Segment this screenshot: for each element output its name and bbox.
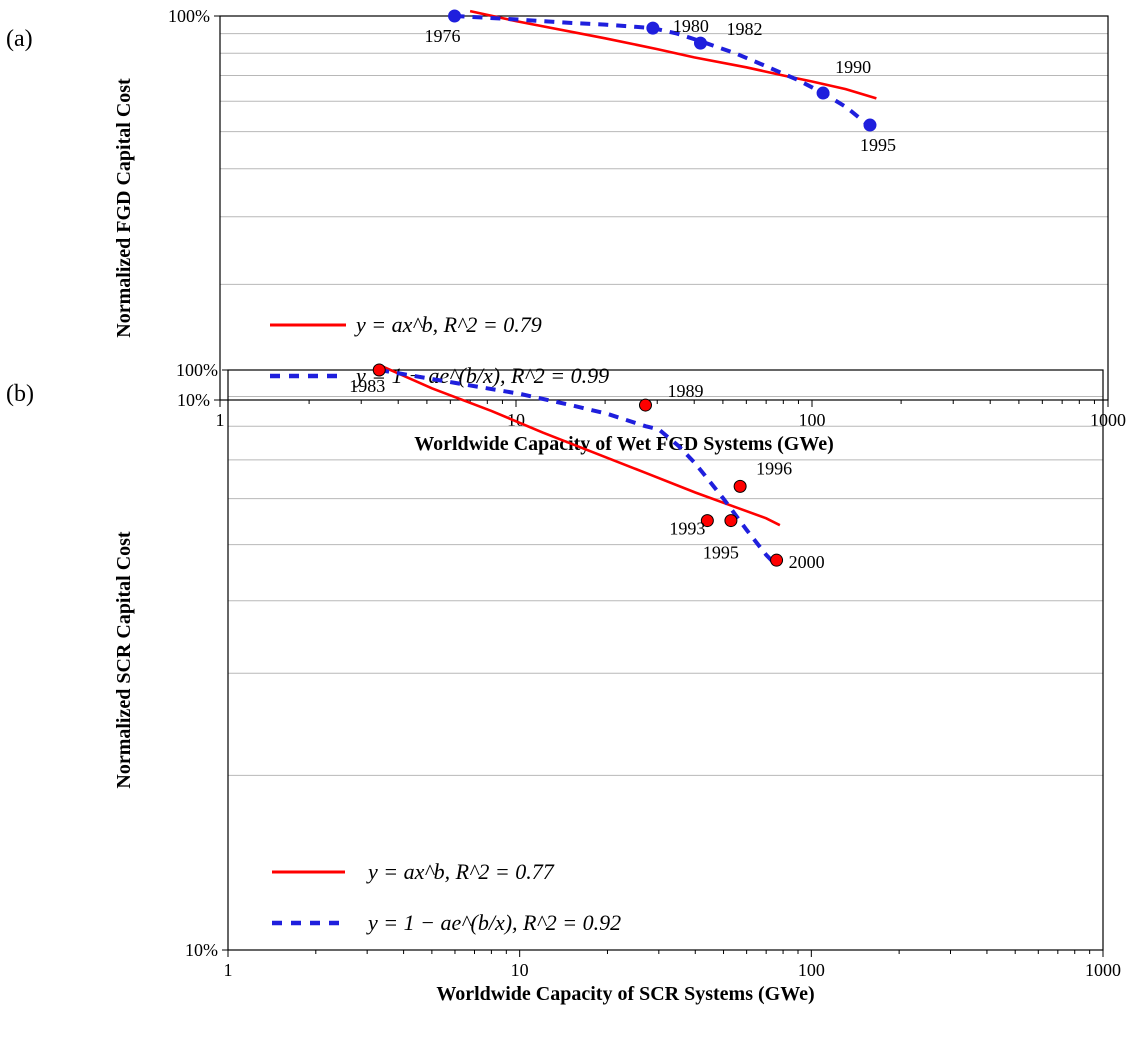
data-point-label: 1976 [425,26,461,46]
y-axis-title: Normalized SCR Capital Cost [113,531,135,789]
data-point [372,363,386,377]
x-tick-label: 100 [798,960,825,980]
exponential-fit-line [378,368,779,567]
legend: y = ax^b, R^2 = 0.77 y = 1 − ae^(b/x), R^… [272,859,621,935]
data-point-label: 1995 [860,135,896,155]
data-point [816,86,830,100]
y-tick-label: 10% [185,940,218,960]
x-tick-label: 100 [799,410,826,430]
data-point-label: 1993 [669,519,705,539]
data-point-label: 1995 [703,543,739,563]
legend: y = ax^b, R^2 = 0.79 y = 1 − ae^(b/x), R^… [270,312,609,388]
x-tick-label: 10 [511,960,529,980]
data-point-label: 1980 [673,16,709,36]
data-point-label: 2000 [789,552,825,572]
x-axis-title: Worldwide Capacity of SCR Systems (GWe) [436,983,814,1005]
data-point-label: 1982 [726,19,762,39]
data-point-label: 1990 [835,57,871,77]
data-point [770,553,784,567]
data-point-label: 1983 [349,376,385,396]
data-point [638,398,652,412]
data-point [700,514,714,528]
plot-area [219,15,1109,401]
data-point-label: 1989 [667,381,703,401]
y-tick-label: 100% [168,6,210,26]
exponential-fit-line [454,14,874,130]
power-fit-line [469,9,877,100]
data-point [863,118,877,132]
x-tick-label: 1 [224,960,233,980]
y-tick-label: 100% [176,360,218,380]
x-tick-label: 1000 [1085,960,1121,980]
plot-area [227,369,1104,951]
data-point [733,479,747,493]
data-point-label: 1996 [756,458,792,478]
data-point [646,21,660,35]
legend-entry-label: y = ax^b, R^2 = 0.79 [354,312,542,337]
chart-panel-2: (b) 1 10 100 1000 10% 100% Worldwide Capacity o… [6,360,1121,1005]
data-point [724,514,738,528]
x-tick-label: 1000 [1090,410,1126,430]
panel-label: (a) [6,26,33,52]
legend-entry-label: y = ax^b, R^2 = 0.77 [366,859,555,884]
y-axis-title: Normalized FGD Capital Cost [113,78,135,338]
legend-entry-label: y = 1 − ae^(b/x), R^2 = 0.99 [354,363,609,388]
data-point [693,36,707,50]
panel-label: (b) [6,381,34,407]
data-point [448,9,462,23]
y-tick-label: 10% [177,390,210,410]
x-tick-label: 1 [216,410,225,430]
legend-entry-label: y = 1 − ae^(b/x), R^2 = 0.92 [366,910,621,935]
power-fit-line [378,363,781,527]
x-axis-title: Worldwide Capacity of Wet FGD Systems (G… [414,433,834,455]
